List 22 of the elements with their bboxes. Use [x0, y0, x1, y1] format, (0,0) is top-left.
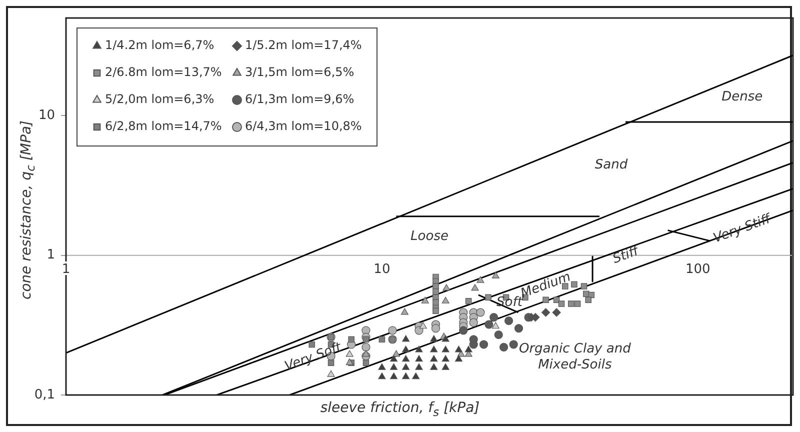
annotation: Organic Clay and Mixed-Soils	[518, 342, 632, 373]
x-tick-label: 100	[685, 262, 710, 278]
legend-label: 6/4,3m lom=10,8%	[245, 119, 362, 134]
y-tick-label: 0,1	[34, 387, 55, 402]
legend-label: 1/4.2m lom=6,7%	[105, 38, 214, 52]
legend-label: 3/1,5m lom=6,5%	[245, 65, 354, 80]
y-tick-label: 1	[46, 248, 55, 263]
x-axis-title: sleeve friction, f$_{s}$ [kPa]	[320, 400, 480, 419]
annotation: Sand	[594, 157, 628, 172]
annotation: Very Soft	[282, 340, 344, 374]
annotation: Soft	[496, 295, 524, 310]
annotation: Stiff	[610, 243, 642, 267]
y-tick-label: 10	[38, 108, 55, 124]
x-tick-label: 10	[374, 262, 390, 278]
legend-label: 2/6.8m lom=13,7%	[105, 65, 222, 80]
annotation: Dense	[722, 90, 763, 105]
annotation: Very Stiff	[712, 211, 774, 246]
legend-label: 6/1,3m lom=9,6%	[245, 92, 354, 106]
legend-label: 5/2,0m lom=6,3%	[105, 92, 214, 106]
annotation: Loose	[410, 229, 448, 244]
legend-label: 6/2,8m lom=14,7%	[105, 119, 222, 134]
legend-label: 1/5.2m lom=17,4%	[245, 38, 362, 52]
